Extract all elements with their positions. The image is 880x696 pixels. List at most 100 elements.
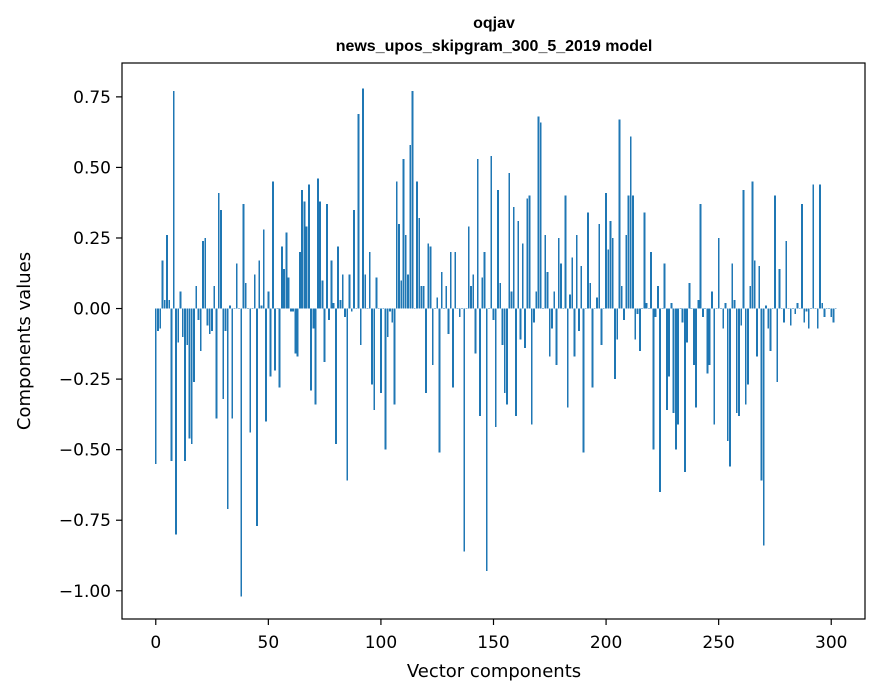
bar [740,308,743,326]
bar [474,308,477,354]
bar [564,195,567,309]
bar [422,285,425,309]
bar [557,237,560,309]
bar [762,308,765,546]
x-tick-label: 100 [365,633,397,653]
bar [701,308,704,318]
bar [337,246,340,309]
bar [530,308,533,425]
y-tick-label: −1.00 [59,582,111,602]
bar [407,274,409,309]
bar [285,232,288,309]
bar [544,235,547,309]
bar [724,302,727,309]
bar [289,308,292,312]
bar [303,201,306,309]
bar [726,308,729,442]
x-tick-label: 200 [590,633,622,653]
bar [445,285,448,309]
bar [789,308,792,326]
bar [503,308,506,394]
bar [807,308,810,329]
bar [258,260,261,309]
bar [510,291,513,309]
bar [663,263,666,309]
bar [429,246,432,309]
bar [683,308,686,473]
bar [170,308,173,461]
bar [650,252,653,309]
bar [330,260,333,309]
bar [512,206,515,309]
bar [436,297,439,309]
bar [177,308,180,343]
bar [692,308,695,365]
bar [672,308,675,413]
bar [161,260,164,309]
bar [362,88,364,309]
bar [656,285,659,309]
bar [452,308,454,388]
bar [314,308,317,405]
bar [395,181,398,309]
bar [278,308,281,388]
bar [431,308,434,365]
bar [614,308,616,380]
bar [316,178,319,309]
bar [812,184,815,309]
bar [708,308,711,365]
bar [175,308,177,535]
bar [353,209,355,309]
bar [350,308,353,312]
bar [832,308,835,323]
bar [751,181,754,309]
bar [364,274,367,309]
bar [535,291,538,309]
plot-frame [121,62,866,620]
bar [463,308,466,552]
bar [517,221,520,309]
bar [409,144,412,309]
bar [499,283,502,309]
bar [571,257,574,309]
bar [533,308,535,323]
bar [371,308,373,385]
bar [321,280,324,309]
bar [391,308,394,323]
bar [616,308,619,340]
bar [733,300,736,309]
bar [472,274,475,309]
bar [580,266,583,309]
bar [310,308,313,391]
bar [240,308,243,597]
bar [801,204,803,309]
bar [328,308,331,320]
bar [305,226,308,309]
bar [179,291,182,309]
bar [224,308,227,332]
bar [249,308,252,433]
bar [521,243,524,309]
bar [485,308,488,572]
bar [287,277,290,309]
bar [611,237,614,309]
bar [494,308,497,428]
bar [729,308,731,467]
bar [204,237,207,309]
bar [368,252,371,309]
bar [778,269,781,309]
bar [717,237,720,309]
bar [269,308,272,377]
bar [283,269,286,309]
bar [629,136,632,309]
bar [458,308,461,318]
bar [643,212,646,309]
bar [566,308,569,408]
bar [605,192,607,309]
bar [359,308,362,346]
bar [665,308,668,411]
bar [323,308,326,363]
bar [652,308,655,450]
y-axis-ticks: −1.00 −0.75 −0.50 −0.25 0.00 0.25 0.50 0.75 [59,88,122,602]
bar [346,308,349,481]
